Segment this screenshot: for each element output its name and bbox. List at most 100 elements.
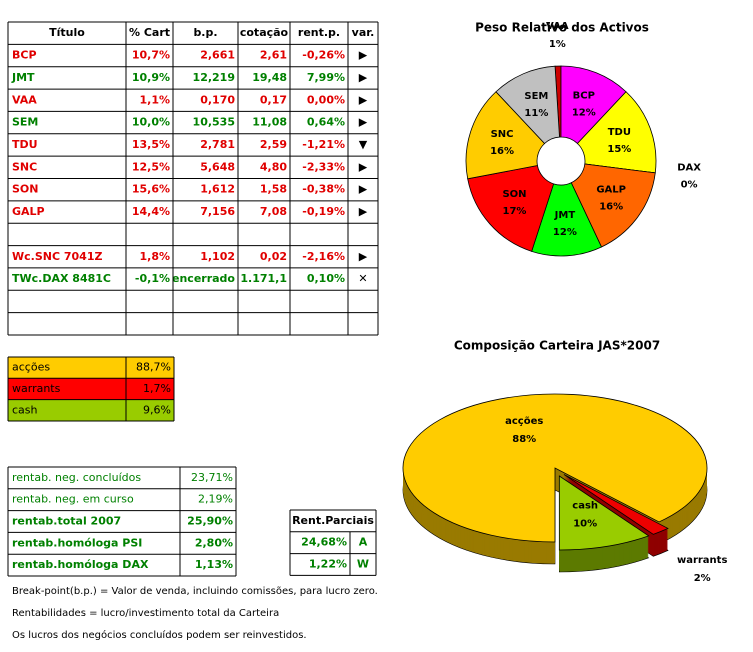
cell-text: 12,5% xyxy=(132,160,170,173)
cell-text: % Cart xyxy=(129,26,170,39)
slice-value-label: 17% xyxy=(503,206,527,217)
cell-text: 19,48 xyxy=(252,71,287,84)
cell-text: SNC xyxy=(12,160,37,173)
cell-text: 14,4% xyxy=(132,205,170,218)
cell-text: warrants xyxy=(12,382,61,395)
cell-text: -0,1% xyxy=(135,272,170,285)
cell-text: 2,61 xyxy=(260,49,287,62)
cell-text: 10,7% xyxy=(132,49,170,62)
cell-text: 24,68% xyxy=(301,536,347,549)
cell-text: rentab. neg. em curso xyxy=(12,493,134,506)
cell-text: 2,19% xyxy=(198,493,233,506)
cell-text: 2,80% xyxy=(195,536,233,549)
cell-text: 10,9% xyxy=(132,71,170,84)
slice-value-label: 15% xyxy=(607,144,631,155)
slice-value-label: 2% xyxy=(694,573,711,584)
note: Os lucros dos negócios concluídos podem … xyxy=(12,629,307,641)
cell-text: 2,59 xyxy=(260,138,287,151)
cell-text: ▶ xyxy=(359,183,368,196)
cell-text: 7,99% xyxy=(307,71,345,84)
cell-text: ▶ xyxy=(359,160,368,173)
cell-text: 1.171,1 xyxy=(240,272,287,285)
cell-text: 1,612 xyxy=(200,183,235,196)
cell-text: 5,648 xyxy=(200,160,235,173)
cell-text: 9,6% xyxy=(143,403,171,416)
cell-text: 10,0% xyxy=(132,116,170,129)
cell-text: SON xyxy=(12,183,38,196)
cell-text: 11,08 xyxy=(252,116,287,129)
cell-text: rentab.total 2007 xyxy=(12,515,121,528)
slice-value-label: 0% xyxy=(681,180,698,191)
slice-label: VAA xyxy=(546,21,569,32)
cell-text: 1,13% xyxy=(195,558,233,571)
cell-text: 1,102 xyxy=(200,250,235,263)
cell-text: ▶ xyxy=(359,116,368,129)
slice-label: TDU xyxy=(608,127,631,138)
cell-text: 10,535 xyxy=(193,116,235,129)
slice-label: SNC xyxy=(491,129,514,140)
slice-value-label: 10% xyxy=(573,519,597,530)
slice-value-label: 88% xyxy=(512,434,536,445)
slice-value-label: 16% xyxy=(599,201,623,212)
cell-text: ✕ xyxy=(358,272,367,285)
cell-text: 4,80 xyxy=(260,160,287,173)
cell-text: ▼ xyxy=(359,138,368,151)
cell-text: 1,58 xyxy=(260,183,287,196)
chart-title: Peso Relativo dos Activos xyxy=(475,21,649,35)
cell-text: JMT xyxy=(11,71,35,84)
cell-text: -2,33% xyxy=(302,160,345,173)
cell-text: Wc.SNC 7041Z xyxy=(12,250,102,263)
cell-text: 12,219 xyxy=(193,71,235,84)
cell-text: 1,7% xyxy=(143,382,171,395)
note: Rentabilidades = lucro/investimento tota… xyxy=(12,608,279,619)
cell-text: 0,64% xyxy=(307,116,345,129)
slice-label: SON xyxy=(502,189,526,200)
slice-value-label: 1% xyxy=(549,39,566,50)
slice-value-label: 12% xyxy=(572,107,596,118)
slice-value-label: 16% xyxy=(490,146,514,157)
cell-text: 0,10% xyxy=(307,272,345,285)
slice-value-label: 12% xyxy=(553,227,577,238)
cell-text: A xyxy=(359,536,368,549)
cell-text: 25,90% xyxy=(187,515,233,528)
cell-text: cash xyxy=(12,403,38,416)
cell-text: 15,6% xyxy=(132,183,170,196)
cell-text: 2,661 xyxy=(200,49,235,62)
cell-text: -2,16% xyxy=(302,250,345,263)
cell-text: 1,8% xyxy=(139,250,170,263)
slice xyxy=(576,91,657,174)
slice-label: cash xyxy=(572,501,598,512)
cell-text: acções xyxy=(12,361,50,374)
cell-text: encerrado xyxy=(172,272,235,285)
cell-text: -1,21% xyxy=(302,138,345,151)
slice xyxy=(563,474,669,535)
cell-text: cotação xyxy=(240,26,289,39)
cell-text: ▶ xyxy=(359,49,368,62)
cell-text: 0,00% xyxy=(307,93,345,106)
cell-bg xyxy=(8,399,174,421)
slice xyxy=(570,163,656,248)
cell-text: ▶ xyxy=(359,71,368,84)
cell-text: -0,19% xyxy=(302,205,345,218)
cell-text: rent.p. xyxy=(298,26,340,39)
cell-text: 7,08 xyxy=(260,205,287,218)
chart-title: Composição Carteira JAS*2007 xyxy=(454,339,660,353)
cell-text: BCP xyxy=(12,49,37,62)
slice xyxy=(495,65,560,145)
slice xyxy=(402,393,708,543)
slice-value-label: 11% xyxy=(524,108,548,119)
cell-text: 88,7% xyxy=(136,361,171,374)
slice-label: BCP xyxy=(573,90,595,101)
cell-text: GALP xyxy=(12,205,45,218)
slice-label: GALP xyxy=(596,184,626,195)
cell-text: ▶ xyxy=(359,205,368,218)
cell-text: SEM xyxy=(12,116,38,129)
cell-text: rentab.homóloga PSI xyxy=(12,536,142,549)
note: Break-point(b.p.) = Valor de venda, incl… xyxy=(12,586,378,597)
cell-text: -0,26% xyxy=(302,49,345,62)
slice-label: acções xyxy=(505,416,543,427)
slice xyxy=(558,475,650,551)
cell-text: 0,17 xyxy=(260,93,287,106)
cell-text: TDU xyxy=(12,138,38,151)
slice-label: warrants xyxy=(677,555,727,566)
